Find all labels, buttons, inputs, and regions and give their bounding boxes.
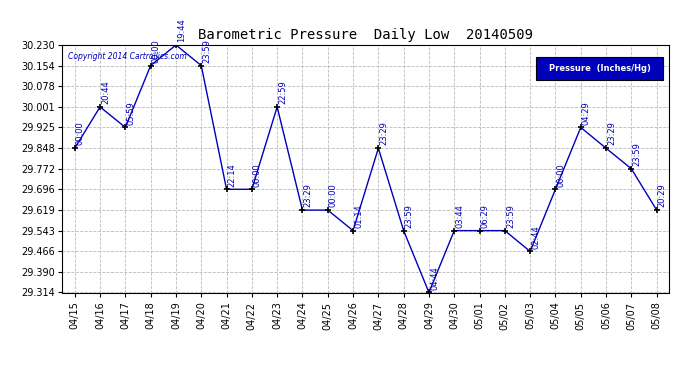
Text: 23:29: 23:29	[380, 122, 388, 146]
Text: 23:29: 23:29	[304, 183, 313, 207]
Text: 23:29: 23:29	[607, 122, 616, 146]
Text: 00:00: 00:00	[329, 183, 338, 207]
Text: 00:00: 00:00	[557, 163, 566, 186]
Text: 23:59: 23:59	[506, 204, 515, 228]
Text: 01:14: 01:14	[354, 204, 363, 228]
Text: 00:00: 00:00	[152, 39, 161, 63]
FancyBboxPatch shape	[535, 57, 663, 80]
Text: 04:44: 04:44	[430, 266, 439, 290]
Text: 00:00: 00:00	[76, 122, 85, 146]
Text: 00:00: 00:00	[253, 163, 262, 186]
Text: Copyright 2014 Cartrollics.com: Copyright 2014 Cartrollics.com	[68, 53, 187, 62]
Text: 20:44: 20:44	[101, 80, 110, 104]
Text: 22:14: 22:14	[228, 163, 237, 186]
Text: 23:59: 23:59	[405, 204, 414, 228]
Text: 22:59: 22:59	[278, 80, 287, 104]
Text: 20:29: 20:29	[658, 183, 667, 207]
Text: 06:29: 06:29	[481, 204, 490, 228]
Text: 19:44: 19:44	[177, 18, 186, 42]
Text: 04:29: 04:29	[582, 101, 591, 124]
Text: 23:59: 23:59	[202, 39, 211, 63]
Title: Barometric Pressure  Daily Low  20140509: Barometric Pressure Daily Low 20140509	[198, 28, 533, 42]
Text: 23:59: 23:59	[633, 142, 642, 166]
Text: Pressure  (Inches/Hg): Pressure (Inches/Hg)	[549, 64, 651, 73]
Text: 02:44: 02:44	[531, 225, 540, 249]
Text: 03:44: 03:44	[455, 204, 464, 228]
Text: 05:59: 05:59	[126, 101, 135, 124]
